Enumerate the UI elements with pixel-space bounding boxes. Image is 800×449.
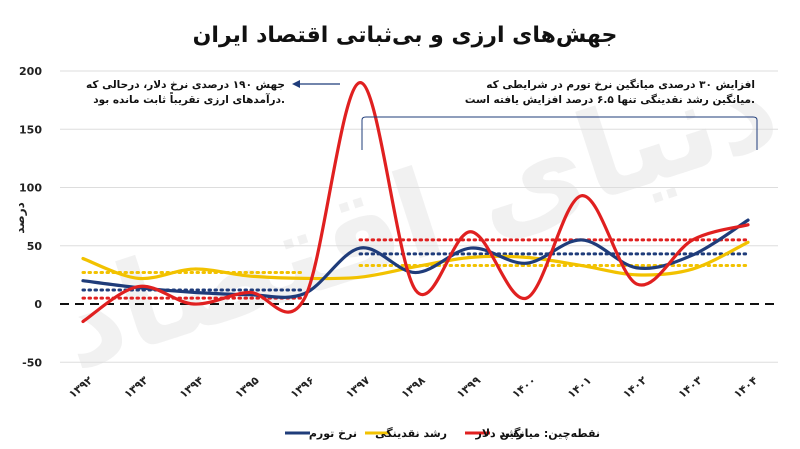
y-tick-label: 200 [19,65,42,78]
x-tick-label: ۱۳۹۷ [343,374,372,401]
chart-title: جهش‌های ارزی و بی‌ثباتی اقتصاد ایران [193,23,618,48]
legend: نقطه‌چین: میانگین رشد دلار رشد نقدینگی ن… [285,427,600,440]
series-line [81,218,750,299]
annotation-bracket [361,116,758,150]
x-tick-label: ۱۳۹۵ [233,374,262,401]
y-tick-label: 100 [19,182,42,195]
annotation-dollar-line2: درآمدهای ارزی تقریباً ثابت مانده بود. [93,92,285,106]
grid [60,70,778,363]
y-tick-label: -50 [22,356,42,369]
x-tick-label: ۱۴۰۳ [676,374,705,401]
x-tick-label: ۱۳۹۹ [454,374,483,401]
x-tick-label: ۱۴۰۱ [565,374,594,401]
legend-label-liquidity: رشد نقدینگی [375,427,447,440]
y-tick-label: 50 [27,240,43,253]
x-tick-label: ۱۴۰۴ [731,374,760,401]
series-line [81,240,750,281]
x-tick-label: ۱۳۹۸ [399,374,428,401]
annotation-inflation-line1: افزایش ۳۰ درصدی میانگین نرخ تورم در شرای… [486,78,755,91]
y-tick-label: 0 [34,298,42,311]
annotation-dollar-line1: جهش ۱۹۰ درصدی نرخ دلار، درحالی که [86,79,285,91]
y-axis-label: درصد [13,202,27,234]
x-tick-label: ۱۴۰۰ [510,374,539,401]
y-tick-label: 150 [19,123,42,136]
x-tick-label: ۱۳۹۴ [177,374,206,401]
series-lines [81,81,750,324]
x-tick-label: ۱۴۰۲ [620,374,649,401]
x-ticks: ۱۳۹۲ ۱۳۹۳ ۱۳۹۴ ۱۳۹۵ ۱۳۹۶ ۱۳۹۷ ۱۳۹۸ ۱۳۹۹ ۱۴۰۰ ۱۴۰۱… [66,374,760,401]
legend-label-inflation: نرخ تورم [309,427,357,440]
annotation-arrowhead [292,80,300,88]
series-line [81,81,750,324]
legend-label-dollar: رشد دلار [474,427,523,440]
x-tick-label: ۱۳۹۶ [288,374,317,401]
y-ticks: -50 0 50 100 150 200 [19,65,42,369]
annotations: جهش ۱۹۰ درصدی نرخ دلار، درحالی که درآمده… [86,78,758,150]
legend-avg-note: نقطه‌چین: میانگین [500,427,600,440]
annotation-inflation-line2: میانگین رشد نقدینگی تنها ۶.۵ درصد افزایش… [465,93,755,106]
